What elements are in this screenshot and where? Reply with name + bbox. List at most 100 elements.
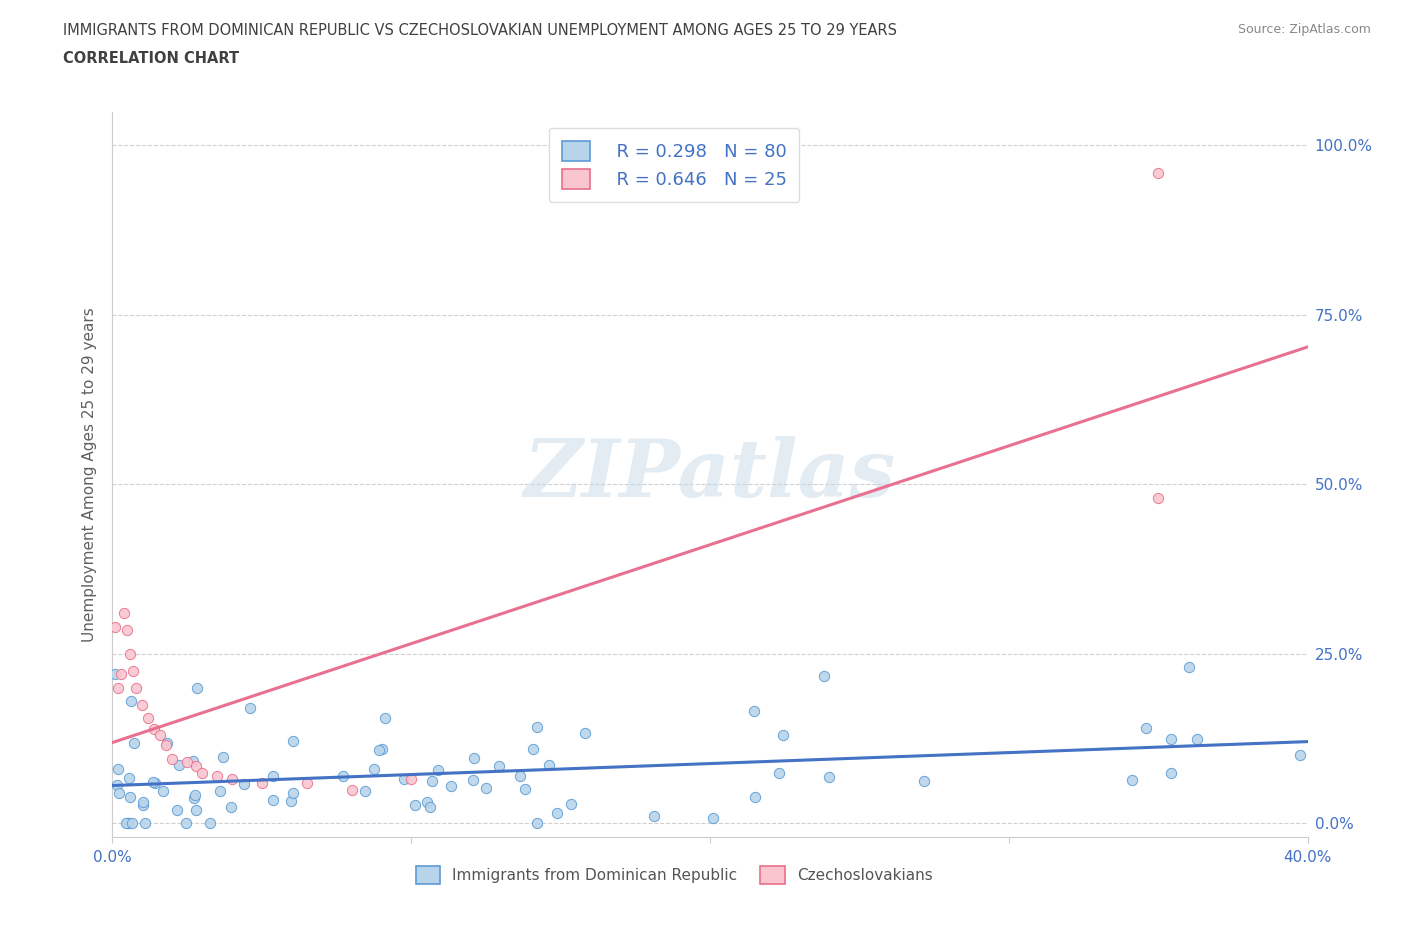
Point [574,726,596,741]
Point [118,771,141,786]
Point [152,783,174,798]
Point [560,796,582,811]
Legend: Immigrants from Dominican Republic, Czechoslovakians: Immigrants from Dominican Republic, Czec… [405,856,943,895]
Point [374,711,396,726]
Point [166,803,188,817]
Point [138,711,160,725]
Point [1160,731,1182,746]
Point [250,776,273,790]
Point [176,755,198,770]
Point [131,698,153,712]
Point [394,772,416,787]
Point [162,751,183,766]
Point [1135,720,1157,735]
Point [537,758,560,773]
Point [283,785,305,800]
Y-axis label: Unemployment Among Ages 25 to 29 years: Unemployment Among Ages 25 to 29 years [82,307,97,642]
Point [156,736,179,751]
Text: CORRELATION CHART: CORRELATION CHART [63,51,239,66]
Point [420,774,443,789]
Point [186,681,208,696]
Point [475,781,498,796]
Point [155,738,177,753]
Point [404,797,426,812]
Point [813,669,835,684]
Point [546,805,568,820]
Point [184,787,207,802]
Point [1147,166,1170,180]
Point [401,772,423,787]
Point [353,784,375,799]
Point [332,768,354,783]
Point [1288,748,1310,763]
Point [107,761,129,776]
Point [295,776,318,790]
Point [125,681,148,696]
Point [191,765,214,780]
Point [233,777,256,791]
Point [281,734,304,749]
Point [1121,773,1143,788]
Point [488,759,510,774]
Point [219,799,242,814]
Point [107,681,129,696]
Point [340,782,363,797]
Point [280,793,302,808]
Point [104,667,127,682]
Point [522,742,544,757]
Point [427,763,450,777]
Point [143,776,166,790]
Point [643,809,665,824]
Text: Source: ZipAtlas.com: Source: ZipAtlas.com [1237,23,1371,36]
Point [149,728,172,743]
Point [117,816,139,830]
Point [115,816,138,830]
Point [817,769,839,784]
Point [186,758,208,773]
Point [120,694,142,709]
Text: ZIPatlas: ZIPatlas [524,435,896,513]
Point [107,785,129,800]
Point [114,605,135,620]
Point [183,791,205,806]
Point [515,782,537,797]
Point [239,700,262,715]
Point [772,728,794,743]
Point [186,803,208,817]
Point [211,750,233,764]
Point [702,811,724,826]
Point [368,742,391,757]
Point [1187,731,1209,746]
Point [122,736,145,751]
Point [174,816,197,830]
Point [121,816,143,830]
Point [142,775,165,790]
Point [440,778,463,793]
Point [744,790,766,804]
Point [363,762,385,777]
Point [415,795,437,810]
Point [463,773,485,788]
Point [167,758,190,773]
Point [181,753,204,768]
Point [912,774,935,789]
Point [1160,766,1182,781]
Point [509,769,531,784]
Point [742,704,765,719]
Point [105,777,128,792]
Point [371,742,394,757]
Point [262,792,284,807]
Point [1147,491,1170,506]
Point [526,720,548,735]
Point [208,783,231,798]
Point [221,772,243,787]
Point [143,721,166,736]
Point [104,619,127,634]
Text: IMMIGRANTS FROM DOMINICAN REPUBLIC VS CZECHOSLOVAKIAN UNEMPLOYMENT AMONG AGES 25: IMMIGRANTS FROM DOMINICAN REPUBLIC VS CZ… [63,23,897,38]
Point [526,816,548,830]
Point [122,663,145,678]
Point [117,816,139,830]
Point [132,797,155,812]
Point [120,790,142,804]
Point [132,795,155,810]
